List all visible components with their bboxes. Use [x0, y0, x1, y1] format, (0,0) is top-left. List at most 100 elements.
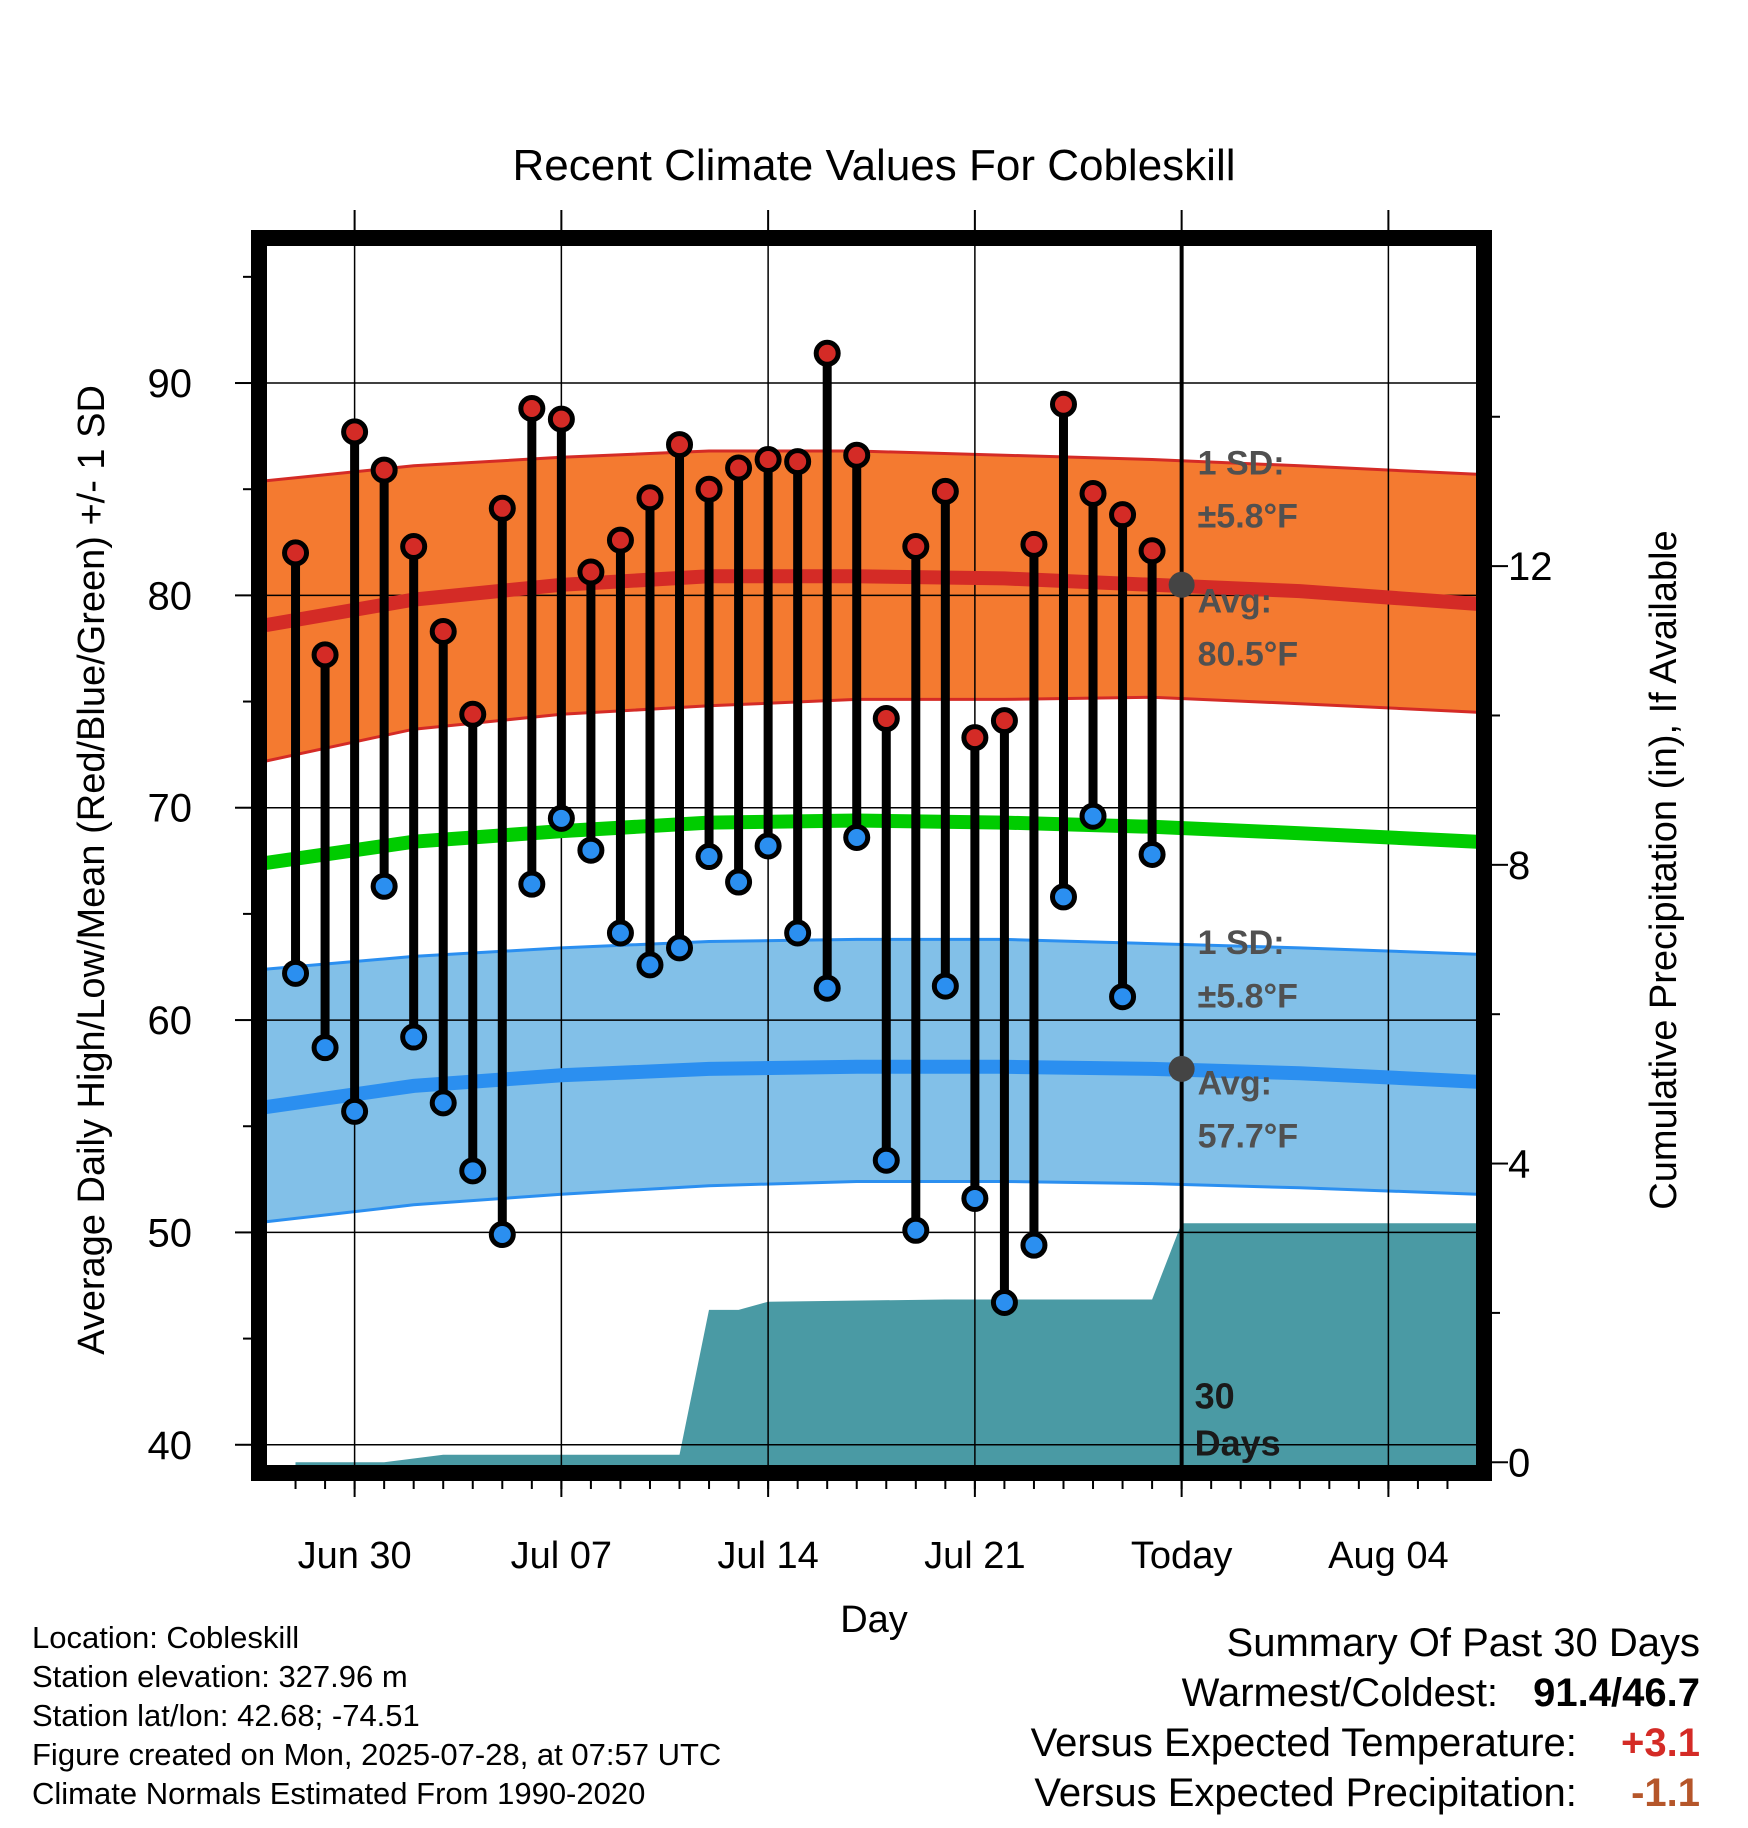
chart-title: Recent Climate Values For Cobleskill	[512, 141, 1235, 190]
daily-high-point	[459, 700, 487, 728]
summary-warm-cold: Warmest/Coldest: 91.4/46.7	[1031, 1668, 1700, 1718]
y2-tick-label: 8	[1508, 844, 1530, 888]
station-info: Location: Cobleskill Station elevation: …	[32, 1618, 721, 1813]
high-sd-band	[266, 451, 1477, 761]
days-text-label: Days	[1195, 1422, 1281, 1463]
low-avg-line	[266, 1059, 1477, 1115]
daily-high-point	[813, 339, 841, 367]
daily-low-point	[370, 872, 398, 900]
daily-high-point	[341, 418, 369, 446]
daily-low-point	[577, 836, 605, 864]
daily-high-point	[577, 558, 605, 586]
daily-high-point	[488, 494, 516, 522]
daily-high-point	[1049, 390, 1077, 418]
y2-tick-label: 0	[1508, 1441, 1530, 1485]
daily-low-point	[518, 870, 546, 898]
latlon-text: Station lat/lon: 42.68; -74.51	[32, 1698, 420, 1733]
daily-high-point	[1138, 537, 1166, 565]
daily-high-point	[931, 477, 959, 505]
low-sd-value: ±5.8°F	[1198, 977, 1298, 1015]
summary-panel: Summary Of Past 30 Days Warmest/Coldest:…	[1031, 1618, 1700, 1818]
plot-frame	[251, 230, 1492, 1481]
y-tick-label: 70	[148, 787, 193, 831]
x-tick-label: Today	[1131, 1535, 1232, 1577]
y-tick-label: 80	[148, 574, 193, 618]
daily-high-point	[666, 431, 694, 459]
x-tick-label: Jul 14	[717, 1535, 818, 1577]
daily-high-point	[725, 454, 753, 482]
daily-low-point	[784, 919, 812, 947]
daily-low-point	[282, 959, 310, 987]
summary-temp: Versus Expected Temperature: +3.1	[1031, 1718, 1700, 1768]
y-tick-label: 60	[148, 999, 193, 1043]
summary-title: Summary Of Past 30 Days	[1226, 1621, 1700, 1665]
daily-low-point	[931, 972, 959, 1000]
y2-tick-label: 12	[1508, 545, 1553, 589]
warm-cold-label: Warmest/Coldest:	[1181, 1671, 1499, 1715]
daily-high-point	[1079, 479, 1107, 507]
daily-low-point	[1109, 983, 1137, 1011]
daily-low-point	[341, 1097, 369, 1125]
daily-high-point	[282, 539, 310, 567]
daily-low-point	[636, 951, 664, 979]
y-tick-label: 40	[148, 1424, 193, 1468]
y-tick-label: 50	[148, 1211, 193, 1255]
x-tick-label: Jul 07	[511, 1535, 612, 1577]
daily-high-point	[754, 445, 782, 473]
daily-low-point	[1079, 802, 1107, 830]
high-sd-label: 1 SD:	[1198, 444, 1285, 482]
daily-low-point	[872, 1146, 900, 1174]
daily-low-point	[813, 974, 841, 1002]
daily-low-point	[311, 1034, 339, 1062]
low-sd-band	[266, 939, 1477, 1222]
precip-anomaly-value: -1.1	[1631, 1771, 1700, 1815]
summary-precip: Versus Expected Precipitation: -1.1	[1031, 1768, 1700, 1818]
low-avg-label: Avg:	[1198, 1064, 1272, 1102]
daily-high-point	[636, 484, 664, 512]
daily-high-point	[784, 448, 812, 476]
daily-low-point	[1049, 883, 1077, 911]
daily-low-point	[459, 1157, 487, 1185]
daily-high-point	[872, 705, 900, 733]
today-low-avg-marker	[1168, 1055, 1195, 1082]
location-text: Location: Cobleskill	[32, 1620, 300, 1655]
created-text: Figure created on Mon, 2025-07-28, at 07…	[32, 1737, 722, 1772]
x-axis-label: Day	[840, 1599, 908, 1641]
daily-low-point	[1138, 840, 1166, 868]
daily-low-point	[902, 1216, 930, 1244]
daily-high-point	[400, 533, 428, 561]
daily-high-point	[429, 617, 457, 645]
daily-high-point	[843, 441, 871, 469]
precip-anomaly-label: Versus Expected Precipitation:	[1034, 1771, 1577, 1815]
y2-tick-label: 4	[1508, 1143, 1530, 1187]
x-tick-label: Jun 30	[298, 1535, 412, 1577]
y-axis-label: Average Daily High/Low/Mean (Red/Blue/Gr…	[71, 385, 113, 1355]
temp-anomaly-label: Versus Expected Temperature:	[1030, 1721, 1577, 1765]
daily-high-point	[518, 395, 546, 423]
daily-low-point	[990, 1288, 1018, 1316]
daily-high-point	[990, 707, 1018, 735]
warm-cold-value: 91.4/46.7	[1533, 1671, 1700, 1715]
y2-axis-label: Cumulative Precipitation (in), If Availa…	[1643, 530, 1685, 1209]
daily-low-point	[429, 1089, 457, 1117]
elevation-text: Station elevation: 327.96 m	[32, 1659, 408, 1694]
daily-low-point	[843, 823, 871, 851]
daily-high-point	[902, 533, 930, 561]
daily-low-point	[547, 804, 575, 832]
precip-area	[295, 1223, 1477, 1466]
daily-low-point	[606, 919, 634, 947]
y-tick-label: 90	[148, 362, 193, 406]
days-count-label: 30	[1195, 1376, 1235, 1417]
daily-low-point	[400, 1023, 428, 1051]
high-avg-label: Avg:	[1198, 582, 1272, 620]
today-high-avg-marker	[1168, 571, 1195, 598]
daily-low-point	[666, 934, 694, 962]
normals-period-text: Climate Normals Estimated From 1990-2020	[32, 1776, 646, 1811]
daily-low-point	[754, 832, 782, 860]
low-sd-upper-line	[266, 937, 1477, 971]
plot-area	[266, 245, 1477, 1466]
low-avg-value: 57.7°F	[1198, 1117, 1299, 1155]
daily-high-point	[961, 724, 989, 752]
daily-high-point	[606, 526, 634, 554]
